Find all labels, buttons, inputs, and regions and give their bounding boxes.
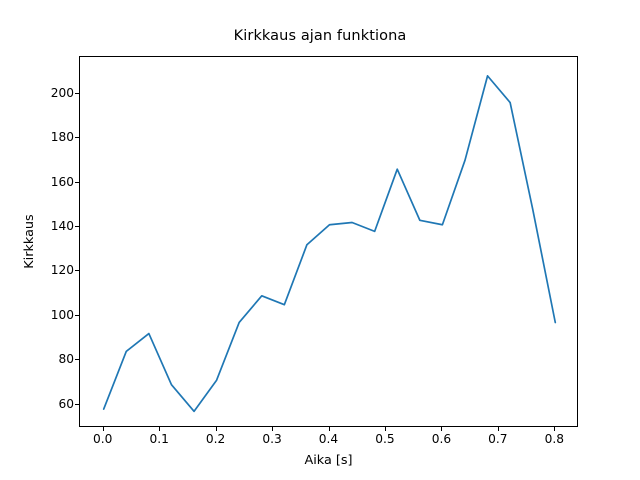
y-tick-mark <box>75 359 79 361</box>
series-line-kirkkaus <box>102 75 557 413</box>
x-tick-label: 0.0 <box>93 432 113 446</box>
y-tick-label: 160 <box>50 174 74 189</box>
x-tick-mark <box>497 427 499 431</box>
y-axis-label: Kirkkaus <box>22 214 37 269</box>
chart-title: Kirkkaus ajan funktiona <box>233 28 407 44</box>
y-tick-mark <box>75 137 79 139</box>
x-tick-mark <box>554 427 556 431</box>
y-tick-mark <box>75 92 79 94</box>
x-tick-label: 0.1 <box>149 432 169 446</box>
line-series-svg <box>102 75 557 413</box>
x-tick-mark <box>102 427 104 431</box>
x-tick-label: 0.7 <box>488 432 508 446</box>
x-tick-mark <box>215 427 217 431</box>
y-tick-mark <box>75 225 79 227</box>
y-tick-label: 60 <box>58 396 74 411</box>
plot-area <box>79 56 578 427</box>
x-tick-mark <box>159 427 161 431</box>
x-tick-label: 0.3 <box>262 432 282 446</box>
x-axis-label: Aika [s] <box>304 453 353 468</box>
y-tick-label: 100 <box>50 307 74 322</box>
y-tick-label: 140 <box>50 218 74 233</box>
y-tick-label: 120 <box>50 263 74 278</box>
x-tick-label: 0.5 <box>375 432 395 446</box>
y-tick-label: 80 <box>58 352 74 367</box>
x-tick-mark <box>441 427 443 431</box>
y-tick-mark <box>75 181 79 183</box>
y-tick-label: 180 <box>50 130 74 145</box>
y-tick-mark <box>75 403 79 405</box>
x-tick-label: 0.8 <box>544 432 564 446</box>
x-tick-label: 0.4 <box>318 432 339 446</box>
y-tick-mark <box>75 270 79 272</box>
x-tick-label: 0.6 <box>431 432 452 446</box>
y-tick-mark <box>75 314 79 316</box>
x-tick-mark <box>272 427 274 431</box>
x-tick-mark <box>384 427 386 431</box>
x-tick-label: 0.2 <box>205 432 226 446</box>
y-tick-label: 200 <box>50 85 74 100</box>
x-tick-mark <box>328 427 330 431</box>
